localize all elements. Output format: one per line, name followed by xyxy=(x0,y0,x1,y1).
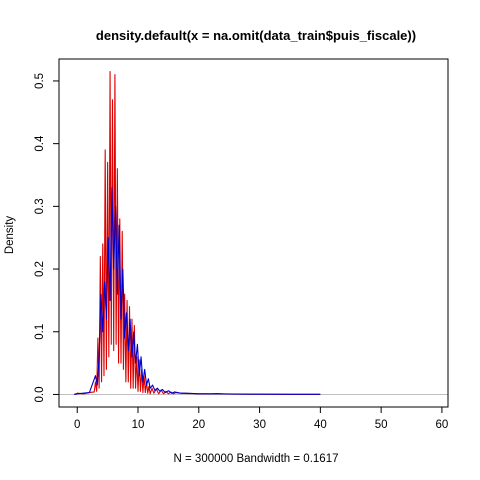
series-layer xyxy=(73,70,321,395)
x-tick-label: 10 xyxy=(132,419,145,431)
chart-title: density.default(x = na.omit(data_train$p… xyxy=(96,28,416,43)
x-tick-label: 50 xyxy=(375,419,388,431)
x-tick-label: 40 xyxy=(314,419,327,431)
density-curve-1 xyxy=(73,70,321,395)
y-tick-label: 0.2 xyxy=(34,261,46,277)
x-tick-label: 30 xyxy=(253,419,266,431)
x-tick-label: 0 xyxy=(74,419,80,431)
x-tick-label: 60 xyxy=(436,419,449,431)
x-axis-label: N = 300000 Bandwidth = 0.1617 xyxy=(174,453,339,465)
plot-frame xyxy=(58,58,449,408)
x-tick-label: 20 xyxy=(192,419,205,431)
y-tick-label: 0.4 xyxy=(34,135,46,152)
y-tick-label: 0.5 xyxy=(34,73,46,89)
y-axis-label: Density xyxy=(4,216,16,255)
y-tick-label: 0.3 xyxy=(34,198,46,214)
density-curve-2 xyxy=(74,186,321,395)
y-tick-label: 0.0 xyxy=(34,386,46,402)
y-tick-label: 0.1 xyxy=(34,324,46,340)
